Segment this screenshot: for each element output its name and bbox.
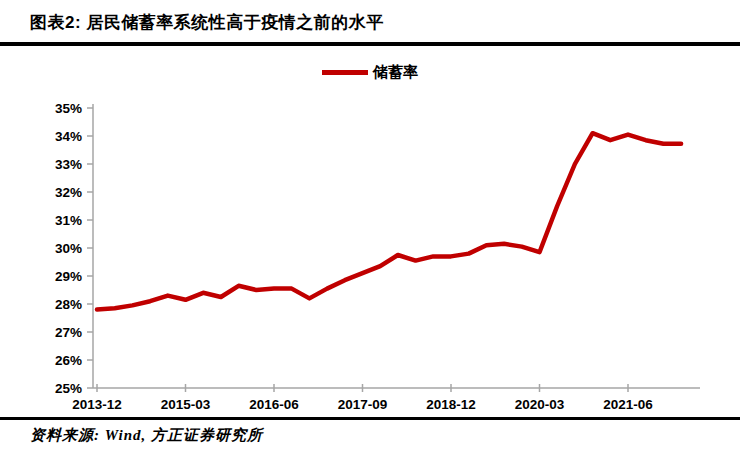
legend-series-label: 储蓄率 xyxy=(373,63,418,82)
svg-text:28%: 28% xyxy=(55,297,82,312)
svg-text:32%: 32% xyxy=(55,185,82,200)
svg-text:2016-06: 2016-06 xyxy=(249,397,299,412)
svg-text:2018-12: 2018-12 xyxy=(426,397,476,412)
svg-text:2013-12: 2013-12 xyxy=(72,397,122,412)
svg-text:31%: 31% xyxy=(55,213,82,228)
svg-text:2020-03: 2020-03 xyxy=(515,397,565,412)
svg-text:35%: 35% xyxy=(55,101,82,116)
svg-text:30%: 30% xyxy=(55,241,82,256)
svg-text:26%: 26% xyxy=(55,353,82,368)
chart-legend: 储蓄率 xyxy=(0,61,740,83)
svg-text:2021-06: 2021-06 xyxy=(603,397,653,412)
savings-rate-line-chart: 25% 26% 27% 28% 29% 30% 31% 32% 33% 34% 35% 2013-12… xyxy=(0,85,740,415)
chart-footer: 资料来源: Wind, 方正证券研究所 xyxy=(0,420,740,445)
svg-text:27%: 27% xyxy=(55,325,82,340)
svg-text:2015-03: 2015-03 xyxy=(161,397,211,412)
svg-text:34%: 34% xyxy=(55,129,82,144)
title-divider xyxy=(0,42,740,46)
svg-text:2017-09: 2017-09 xyxy=(338,397,388,412)
svg-text:25%: 25% xyxy=(55,381,82,396)
svg-text:33%: 33% xyxy=(55,157,82,172)
legend-line-swatch xyxy=(322,70,368,75)
chart-header: 图表2: 居民储蓄率系统性高于疫情之前的水平 xyxy=(0,0,740,42)
svg-text:29%: 29% xyxy=(55,269,82,284)
page-title: 图表2: 居民储蓄率系统性高于疫情之前的水平 xyxy=(30,13,384,32)
data-source-note: 资料来源: Wind, 方正证券研究所 xyxy=(30,427,263,443)
